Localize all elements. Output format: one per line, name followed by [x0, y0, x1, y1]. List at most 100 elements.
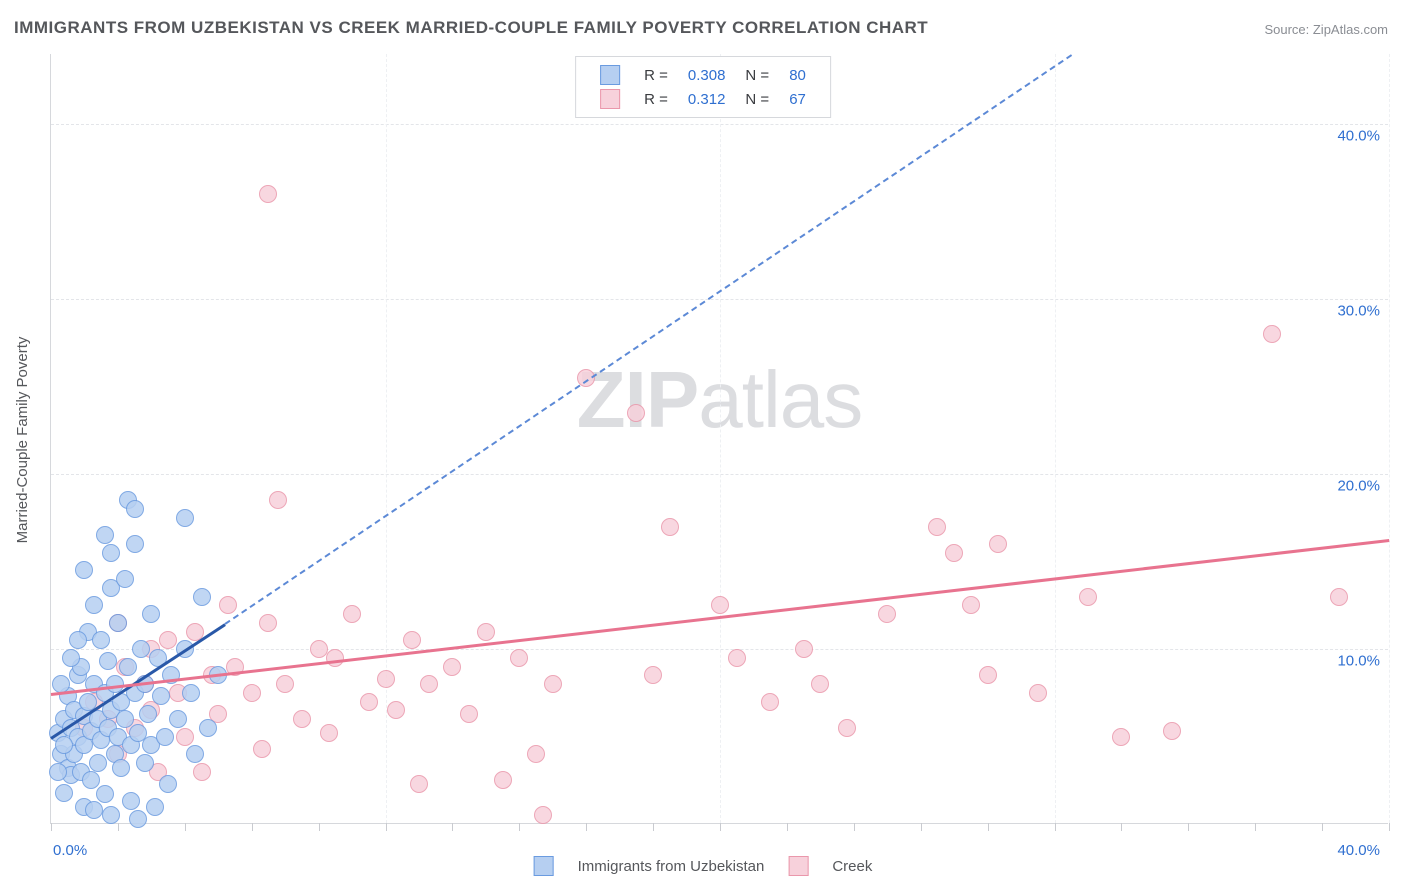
data-point: [96, 785, 114, 803]
data-point: [510, 649, 528, 667]
data-point: [259, 614, 277, 632]
data-point: [159, 775, 177, 793]
x-tick: [1389, 823, 1390, 831]
x-tick: [787, 823, 788, 831]
x-tick: [854, 823, 855, 831]
data-point: [152, 687, 170, 705]
y-tick-label: 40.0%: [1337, 128, 1380, 145]
data-point: [962, 596, 980, 614]
data-point: [253, 740, 271, 758]
gridline-v: [720, 54, 721, 823]
data-point: [494, 771, 512, 789]
data-point: [126, 500, 144, 518]
data-point: [219, 596, 237, 614]
data-point: [92, 631, 110, 649]
data-point: [75, 561, 93, 579]
data-point: [193, 588, 211, 606]
data-point: [132, 640, 150, 658]
data-point: [420, 675, 438, 693]
gridline-v: [1055, 54, 1056, 823]
x-tick: [118, 823, 119, 831]
data-point: [1263, 325, 1281, 343]
data-point: [343, 605, 361, 623]
legend-label: Creek: [832, 858, 872, 875]
x-tick: [653, 823, 654, 831]
y-tick-label: 20.0%: [1337, 478, 1380, 495]
data-point: [527, 745, 545, 763]
data-point: [795, 640, 813, 658]
y-axis-title: Married-Couple Family Poverty: [14, 337, 31, 544]
data-point: [169, 710, 187, 728]
data-point: [62, 649, 80, 667]
x-tick: [921, 823, 922, 831]
data-point: [544, 675, 562, 693]
data-point: [102, 544, 120, 562]
data-point: [326, 649, 344, 667]
data-point: [387, 701, 405, 719]
x-tick: [1121, 823, 1122, 831]
data-point: [460, 705, 478, 723]
x-tick: [586, 823, 587, 831]
data-point: [119, 658, 137, 676]
stats-legend: R =0.308N =80R =0.312N =67: [575, 56, 831, 118]
data-point: [259, 185, 277, 203]
data-point: [1330, 588, 1348, 606]
trend-line: [224, 54, 1071, 624]
data-point: [116, 710, 134, 728]
data-point: [661, 518, 679, 536]
stats-legend-row: R =0.308N =80: [590, 63, 816, 87]
data-point: [320, 724, 338, 742]
data-point: [1163, 722, 1181, 740]
x-tick: [988, 823, 989, 831]
data-point: [360, 693, 378, 711]
data-point: [102, 806, 120, 824]
data-point: [811, 675, 829, 693]
data-point: [989, 535, 1007, 553]
data-point: [129, 810, 147, 828]
data-point: [534, 806, 552, 824]
data-point: [838, 719, 856, 737]
data-point: [979, 666, 997, 684]
data-point: [136, 754, 154, 772]
data-point: [55, 784, 73, 802]
x-tick: [1055, 823, 1056, 831]
data-point: [182, 684, 200, 702]
y-tick-label: 30.0%: [1337, 303, 1380, 320]
data-point: [627, 404, 645, 422]
x-tick: [1188, 823, 1189, 831]
data-point: [85, 801, 103, 819]
data-point: [403, 631, 421, 649]
series-legend: Immigrants from UzbekistanCreek: [522, 856, 885, 876]
data-point: [644, 666, 662, 684]
data-point: [276, 675, 294, 693]
data-point: [186, 745, 204, 763]
data-point: [310, 640, 328, 658]
data-point: [116, 570, 134, 588]
data-point: [69, 631, 87, 649]
data-point: [477, 623, 495, 641]
y-tick-label: 10.0%: [1337, 653, 1380, 670]
data-point: [1079, 588, 1097, 606]
data-point: [126, 535, 144, 553]
x-tick: [386, 823, 387, 831]
data-point: [109, 614, 127, 632]
x-tick: [720, 823, 721, 831]
x-tick: [185, 823, 186, 831]
data-point: [139, 705, 157, 723]
data-point: [176, 509, 194, 527]
x-tick: [319, 823, 320, 831]
x-tick: [1255, 823, 1256, 831]
x-tick: [51, 823, 52, 831]
data-point: [761, 693, 779, 711]
data-point: [243, 684, 261, 702]
x-tick-label: 0.0%: [53, 842, 87, 859]
data-point: [443, 658, 461, 676]
data-point: [193, 763, 211, 781]
data-point: [49, 763, 67, 781]
data-point: [878, 605, 896, 623]
data-point: [377, 670, 395, 688]
stats-legend-row: R =0.312N =67: [590, 87, 816, 111]
data-point: [199, 719, 217, 737]
plot-area: ZIPatlas 10.0%20.0%30.0%40.0%0.0%40.0%: [50, 54, 1388, 824]
data-point: [159, 631, 177, 649]
